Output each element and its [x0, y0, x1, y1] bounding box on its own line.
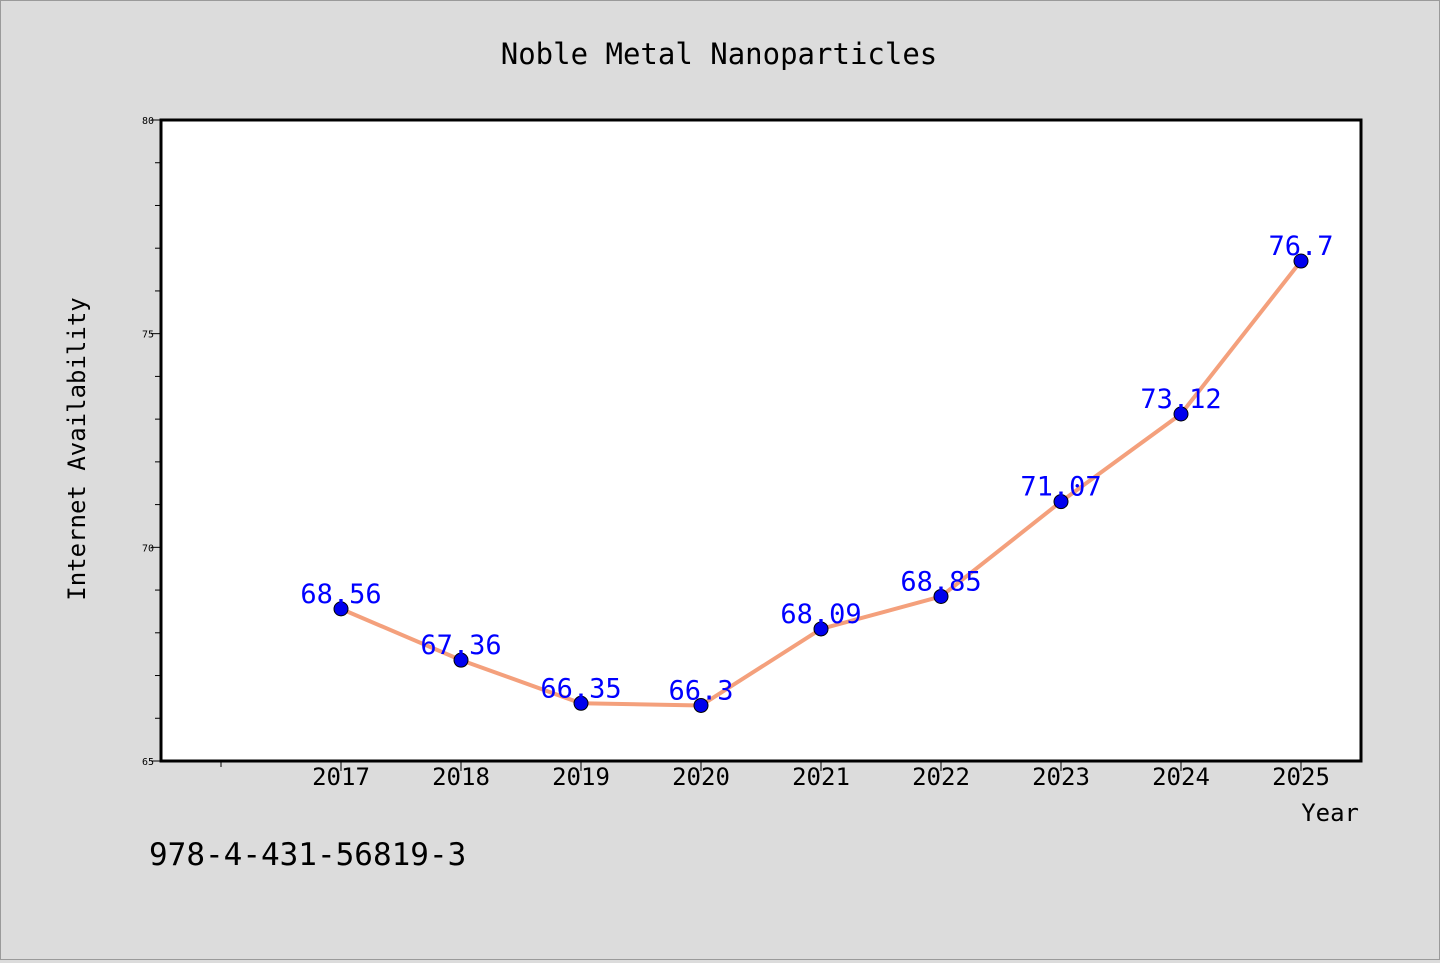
data-label: 68.85: [900, 566, 981, 597]
data-point-marker: [573, 695, 589, 711]
data-label: 71.07: [1020, 472, 1101, 503]
data-point-marker: [453, 652, 469, 668]
footnote-text: 978-4-431-56819-3: [149, 837, 466, 873]
data-label: 66.3: [668, 675, 733, 706]
x-tick-label: 2024: [1152, 763, 1210, 791]
data-label: 67.36: [420, 630, 501, 661]
data-point-marker: [1173, 406, 1189, 422]
data-point-marker: [693, 697, 709, 713]
x-tick-label: 2022: [912, 763, 970, 791]
plot-frame: [159, 118, 1363, 763]
y-tick-label: 70: [142, 543, 154, 554]
data-label: 68.09: [780, 599, 861, 630]
y-tick-label: 65: [142, 757, 154, 768]
data-label: 76.7: [1268, 231, 1333, 262]
x-tick-label: 2020: [672, 763, 730, 791]
x-tick-label: 2023: [1032, 763, 1090, 791]
x-axis-label: Year: [1301, 799, 1359, 827]
y-axis: 65 70 75 80: [142, 116, 161, 768]
y-tick-label: 75: [142, 330, 154, 341]
data-point-marker: [333, 601, 349, 617]
x-axis: 2017 2018 2019 2020 2021 2022 2023 2024 2025: [220, 761, 1330, 791]
chart-title: Noble Metal Nanoparticles: [501, 37, 938, 71]
x-tick-label: 2025: [1272, 763, 1330, 791]
data-label: 66.35: [540, 673, 621, 704]
x-tick-label: 2018: [432, 763, 490, 791]
data-labels: 68.56 67.36 66.35 66.3 68.09 68.85 71.07 73.12 7…: [300, 231, 1333, 706]
data-markers: [333, 253, 1309, 713]
x-tick-label: 2017: [312, 763, 370, 791]
y-axis-label: Internet Availability: [63, 297, 91, 600]
data-label: 73.12: [1140, 384, 1221, 415]
plot-area: [161, 120, 1361, 761]
x-tick-label: 2021: [792, 763, 850, 791]
y-tick-label: 80: [142, 116, 154, 127]
data-label: 68.56: [300, 579, 381, 610]
data-point-marker: [1293, 253, 1309, 269]
data-point-marker: [933, 588, 949, 604]
data-point-marker: [813, 621, 829, 637]
x-tick-label: 2019: [552, 763, 610, 791]
data-point-marker: [1053, 494, 1069, 510]
